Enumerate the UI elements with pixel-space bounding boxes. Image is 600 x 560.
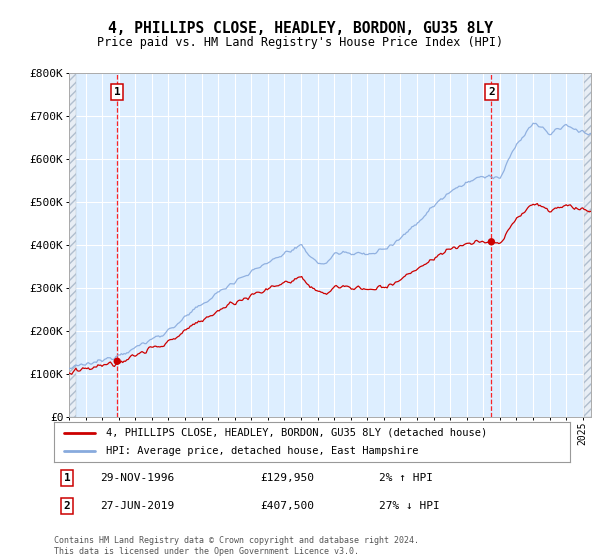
Text: 2: 2 (64, 501, 70, 511)
Bar (584, 73, 592, 417)
Text: 4, PHILLIPS CLOSE, HEADLEY, BORDON, GU35 8LY (detached house): 4, PHILLIPS CLOSE, HEADLEY, BORDON, GU35… (106, 428, 487, 438)
Text: HPI: Average price, detached house, East Hampshire: HPI: Average price, detached house, East… (106, 446, 418, 456)
Text: 27-JUN-2019: 27-JUN-2019 (100, 501, 175, 511)
Text: Price paid vs. HM Land Registry's House Price Index (HPI): Price paid vs. HM Land Registry's House … (97, 36, 503, 49)
Point (487, 237, 496, 246)
Text: £407,500: £407,500 (260, 501, 314, 511)
Text: Contains HM Land Registry data © Crown copyright and database right 2024.
This d: Contains HM Land Registry data © Crown c… (54, 536, 419, 556)
Point (112, 357, 122, 366)
Text: 2% ↑ HPI: 2% ↑ HPI (379, 473, 433, 483)
Text: £129,950: £129,950 (260, 473, 314, 483)
Bar (69, 73, 76, 417)
Text: 1: 1 (64, 473, 70, 483)
Text: 27% ↓ HPI: 27% ↓ HPI (379, 501, 440, 511)
Text: 29-NOV-1996: 29-NOV-1996 (100, 473, 175, 483)
Text: 1: 1 (114, 87, 121, 97)
Text: 2: 2 (488, 87, 495, 97)
Text: 4, PHILLIPS CLOSE, HEADLEY, BORDON, GU35 8LY: 4, PHILLIPS CLOSE, HEADLEY, BORDON, GU35… (107, 21, 493, 36)
